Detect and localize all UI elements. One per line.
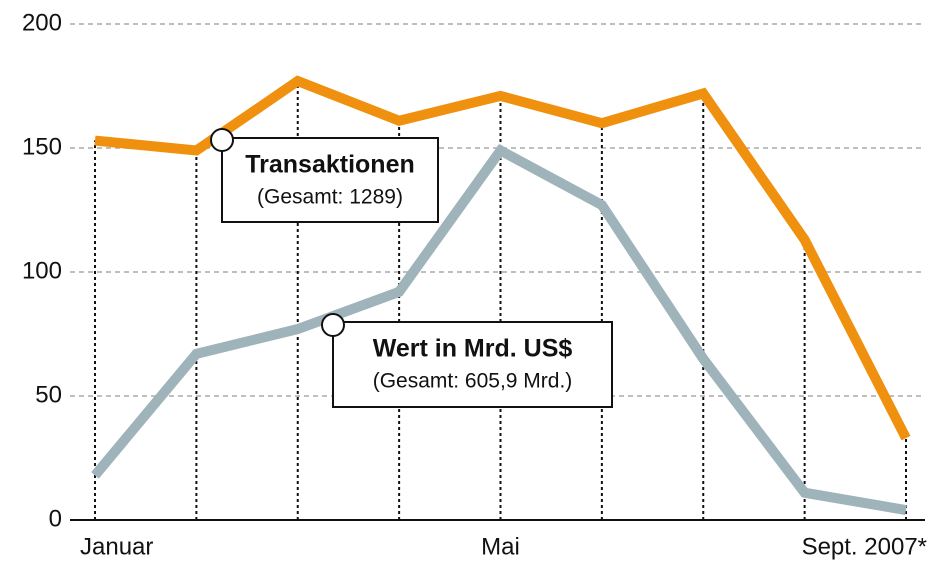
legend-marker — [321, 313, 345, 337]
legend-box — [221, 137, 439, 223]
x-tick-label: Mai — [481, 533, 520, 560]
y-tick-label: 100 — [22, 257, 62, 284]
labels: Transaktionen (Gesamt: 1289) Wert in Mrd. … — [210, 128, 613, 408]
series-line — [94, 75, 911, 441]
series-line — [91, 143, 907, 516]
legend-marker — [210, 128, 234, 152]
legend-total: (Gesamt: 1289) — [257, 186, 403, 209]
legend-box — [332, 321, 613, 408]
x-tick-label: Sept. 2007* — [802, 533, 927, 560]
legend-name: Transaktionen — [245, 151, 415, 179]
y-tick-label: 150 — [22, 133, 62, 160]
lines — [91, 75, 911, 516]
y-tick-label: 0 — [49, 505, 62, 532]
y-tick-label: 50 — [35, 381, 62, 408]
legend-total: (Gesamt: 605,9 Mrd.) — [373, 370, 573, 393]
y-tick-label: 200 — [22, 9, 62, 36]
legend-name: Wert in Mrd. US$ — [373, 335, 573, 363]
grid: 0 50 100 150 200 Januar Mai Sept. 2007* — [22, 9, 927, 560]
x-tick-label: Januar — [80, 533, 153, 560]
